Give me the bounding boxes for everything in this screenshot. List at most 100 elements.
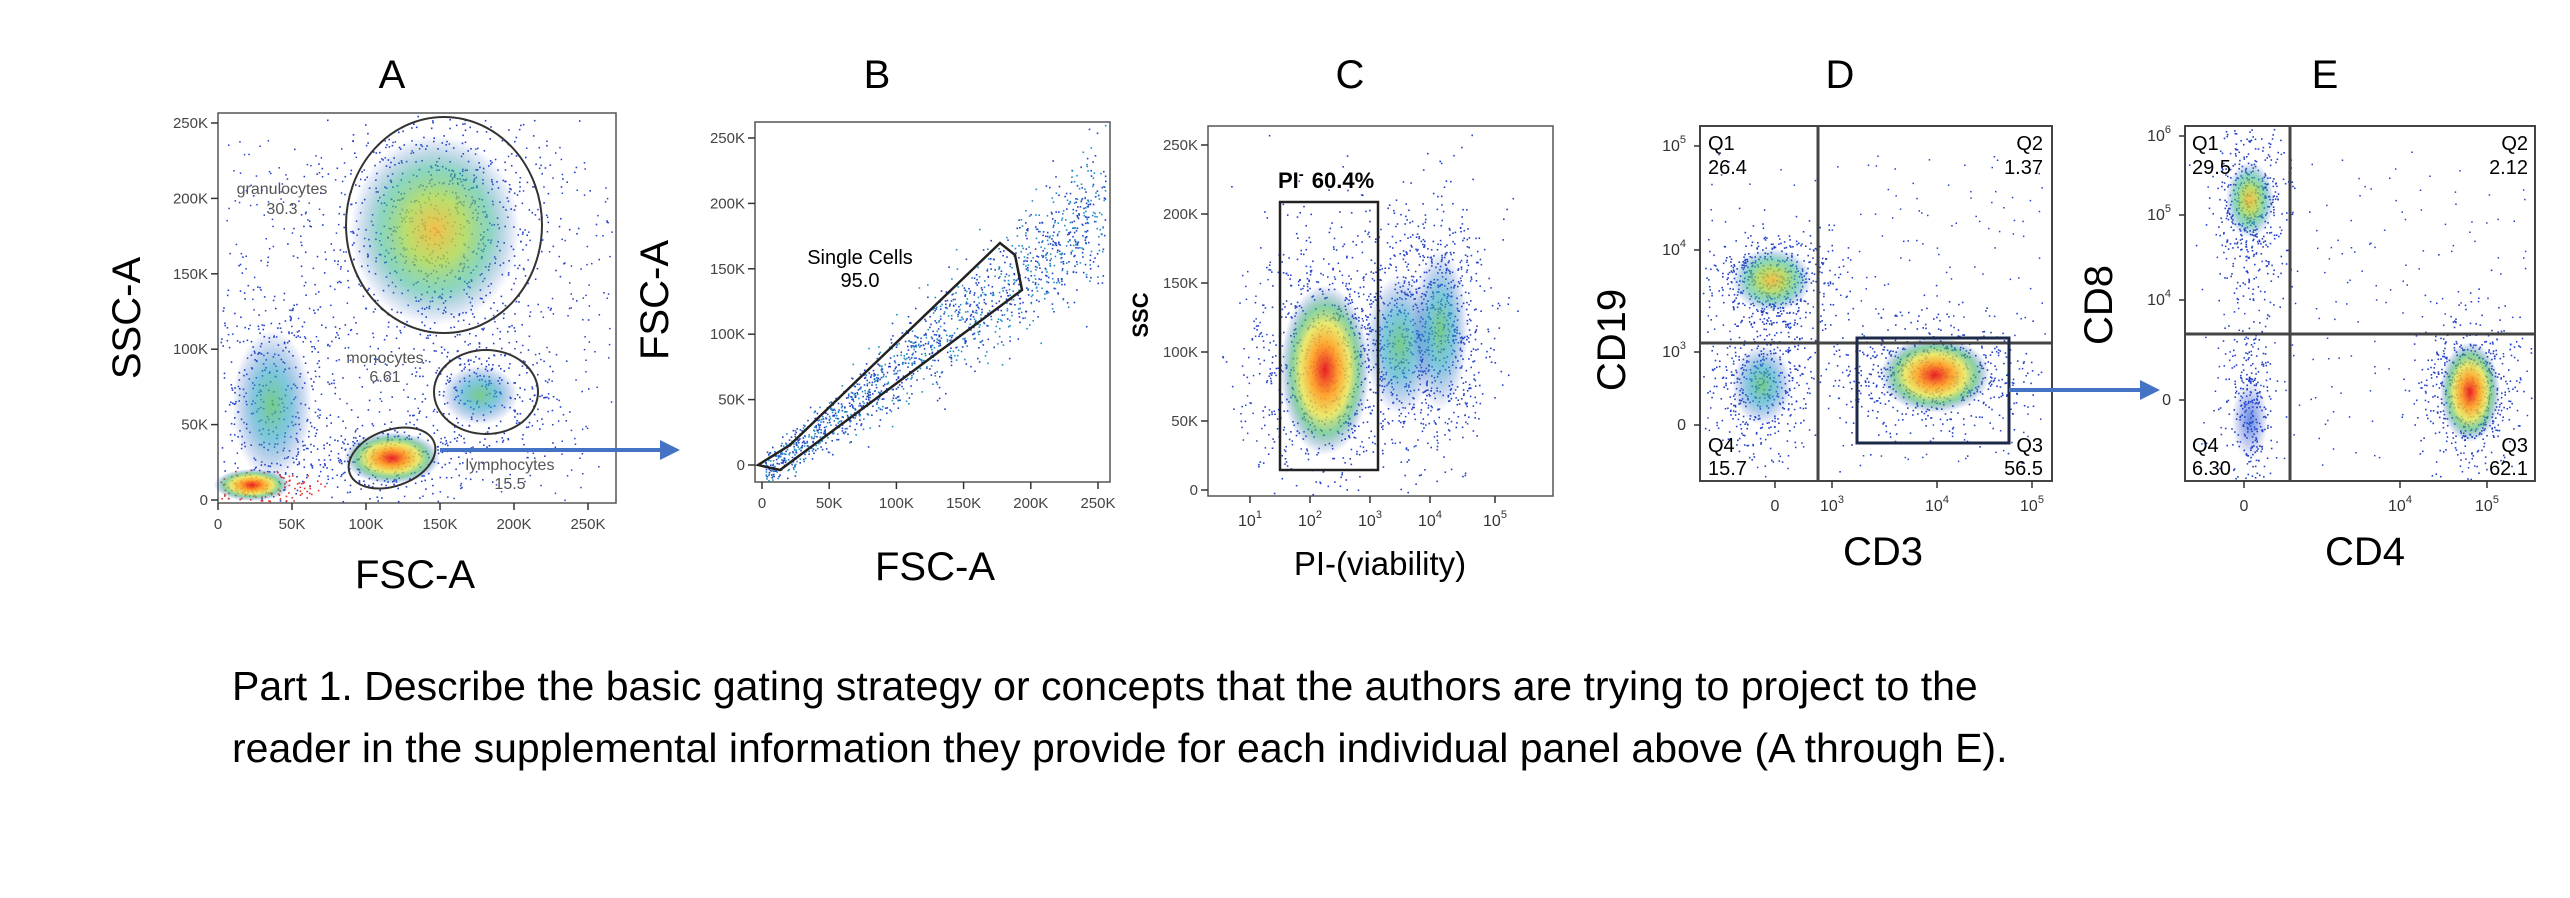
panel-a-event-sparse [532, 452, 535, 454]
panel-b-event [1027, 253, 1029, 256]
panel-a-event-sparse [372, 382, 375, 384]
panel-b-event [930, 365, 933, 367]
panel-b-event [915, 357, 917, 359]
panel-a-event-sparse [493, 354, 495, 356]
panel-a-event-monocyte [435, 372, 437, 374]
panel-c-event-main [1351, 256, 1354, 259]
panel-a-event-sparse [524, 480, 526, 483]
panel-b-event [969, 315, 972, 317]
panel-b-event [1087, 216, 1090, 219]
panel-c-event-mid [1372, 405, 1375, 407]
panel-b-event [885, 375, 887, 378]
panel-b-event [967, 310, 969, 313]
panel-a-event-granulocyte [462, 123, 464, 125]
panel-a-event-granulocyte [430, 127, 433, 130]
panel-b-event [1023, 256, 1026, 258]
panel-b-event [875, 384, 877, 386]
panel-a-event-lymphocyte [329, 459, 332, 461]
panel-b-event [991, 300, 993, 302]
panel-c-event-main [1350, 463, 1353, 466]
panel-c-event-main [1225, 361, 1228, 363]
panel-a-event-lymphocyte [334, 439, 336, 441]
panel-a-event-granulocyte [296, 256, 299, 259]
panel-b-event [851, 392, 854, 394]
panel-b-event [817, 423, 820, 426]
panel-a-event-sparse [310, 164, 312, 167]
panel-a-event-granulocyte [308, 220, 311, 222]
panel-b-event [998, 277, 1000, 279]
panel-b-ytick-label: 200K [710, 195, 745, 212]
panel-b-event [1010, 311, 1013, 314]
panel-b-event [837, 438, 840, 441]
panel-b-event [1009, 294, 1012, 296]
panel-b-event [935, 381, 938, 384]
panel-b-event [987, 325, 989, 327]
panel-a-event-granulocyte [504, 304, 507, 307]
panel-b-event [974, 370, 976, 373]
panel-b-event [848, 402, 851, 404]
panel-a-event-sparse [309, 225, 311, 227]
panel-b-event [996, 321, 999, 323]
panel-a-event-lymphocyte [326, 467, 328, 469]
panel-b-event [976, 304, 979, 306]
panel-b-event [1082, 151, 1085, 154]
panel-a-event-debris [338, 337, 340, 340]
panel-b-event [1030, 270, 1032, 273]
panel-b-event [775, 455, 777, 457]
panel-b-event [771, 470, 773, 472]
panel-a-event-sparse [572, 298, 574, 300]
panel-a-event-monocyte [539, 395, 541, 398]
panel-b-event [887, 381, 890, 384]
panel-a-event-granulocyte [517, 267, 519, 270]
panel-b-event [918, 343, 920, 346]
panel-a-event-granulocyte [483, 327, 485, 330]
panel-a-event-sparse [586, 245, 589, 248]
panel-a-event-lymphocyte [437, 445, 439, 448]
panel-a-event-debris [227, 289, 230, 292]
panel-b-event [847, 397, 850, 399]
panel-b-event [1056, 251, 1059, 253]
panel-c-event-main [1357, 235, 1359, 237]
panel-b-event [998, 300, 1001, 303]
panel-a-event-granulocyte [336, 332, 338, 334]
panel-a-event-sparse [586, 263, 588, 266]
panel-c-event-main [1273, 372, 1276, 374]
panel-c-event-main [1342, 282, 1344, 284]
panel-c-event-main [1251, 337, 1254, 340]
panel-a-event-sparse [229, 252, 231, 255]
panel-b-event [893, 394, 895, 397]
panel-a-event-monocyte [500, 368, 502, 370]
panel-a-event-lymphocyte [346, 491, 349, 494]
panel-a-event-sparse [228, 207, 230, 210]
panel-c-event-main [1285, 300, 1288, 302]
panel-a-event-lymphocyte [368, 484, 370, 487]
panel-a-event-monocyte [495, 425, 498, 427]
panel-b-event [862, 405, 865, 407]
panel-b-event [965, 290, 968, 293]
panel-b-event [842, 432, 845, 434]
panel-a-event-low [296, 483, 299, 485]
panel-c-event-main [1346, 155, 1349, 157]
panel-c-event-main [1353, 436, 1355, 439]
panel-c-event-mid [1370, 271, 1372, 273]
panel-c-event-main [1231, 186, 1233, 188]
panel-b-event [1052, 201, 1055, 203]
panel-b-event [1035, 299, 1038, 301]
panel-b-title: B [864, 53, 891, 97]
panel-c-event-main [1312, 493, 1314, 496]
panel-b-event [1051, 238, 1053, 240]
panel-b-xtick-label: 250K [1080, 495, 1115, 512]
panel-b-event [937, 328, 940, 330]
panel-a-event-low [303, 487, 306, 490]
panel-b-event [1019, 227, 1021, 229]
panel-b-event [1046, 235, 1049, 238]
panel-a-event-monocyte [527, 349, 530, 351]
panel-a-event-monocyte [479, 441, 481, 443]
panel-c-event-main [1333, 248, 1335, 250]
panel-b-event [910, 341, 913, 343]
panel-a-event-debris [252, 195, 255, 197]
panel-a-event-monocyte [419, 367, 421, 369]
panel-a-event-monocyte [503, 432, 506, 435]
panel-b-event [1074, 239, 1076, 241]
panel-c-event-mid [1441, 204, 1443, 206]
